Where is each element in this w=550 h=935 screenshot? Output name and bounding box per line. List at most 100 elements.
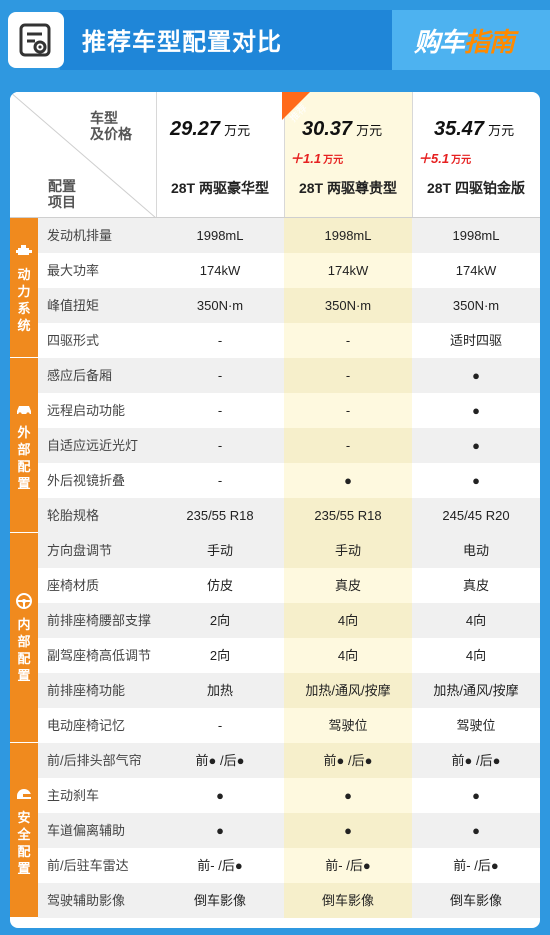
config-value-trim-1: ● [216, 788, 224, 803]
config-item-label: 自适应远近光灯 [38, 428, 156, 463]
comparison-card: 车型 及价格 配置 项目 29.27 万元 28T 两驱豪华型 30.37 万元 ＋1.… [10, 92, 540, 928]
table-row: 前排座椅功能 加热 加热/通风/按摩 加热/通风/按摩 [38, 673, 540, 708]
config-value-trim-3: 适时四驱 [449, 333, 502, 348]
config-value-trim-3: 4向 [465, 648, 487, 663]
config-value-trim-3: ● [472, 473, 480, 488]
section-separator [10, 357, 38, 358]
trim-name: 28T 两驱尊贵型 [298, 180, 397, 196]
config-item-label: 副驾座椅高低调节 [47, 648, 152, 663]
table-row: 前/后驻车雷达 前- /后● 前- /后● 前- /后● [38, 848, 540, 883]
table-row: 最大功率 174kW 174kW 174kW [38, 253, 540, 288]
config-value-trim-1: 350N·m [156, 288, 284, 323]
section-label-2: 外部配置 [10, 358, 38, 532]
car-exterior-icon [15, 400, 33, 418]
config-item-label: 方向盘调节 [38, 533, 156, 568]
section-label-3: 内部配置 [10, 533, 38, 742]
config-item-label: 前排座椅腰部支撑 [38, 603, 156, 638]
table-row: 车道偏离辅助 ● ● ● [38, 813, 540, 848]
section-title: 内部配置 [17, 617, 31, 683]
config-value-trim-2: ● [284, 463, 412, 498]
config-value-trim-2: - [284, 393, 412, 428]
helmet-icon [15, 785, 33, 803]
table-row: 方向盘调节 手动 手动 电动 [38, 533, 540, 568]
config-value-trim-1: 2向 [209, 648, 231, 663]
config-value-trim-1: 235/55 R18 [156, 498, 284, 533]
config-item-label: 车道偏离辅助 [38, 813, 156, 848]
table-row: 感应后备厢 - - ● [38, 358, 540, 393]
config-value-trim-3: ● [412, 813, 540, 848]
table-header: 车型 及价格 配置 项目 29.27 万元 28T 两驱豪华型 30.37 万元 ＋1.… [10, 92, 540, 218]
config-value-trim-3: ● [412, 428, 540, 463]
section-title: 动力系统 [17, 267, 31, 333]
config-value-trim-2: 350N·m [284, 288, 412, 323]
price-difference: ＋1.1 万元 [290, 151, 344, 166]
column-divider [284, 92, 285, 218]
table-row: 四驱形式 - - 适时四驱 [38, 323, 540, 358]
config-item-label: 远程启动功能 [47, 403, 126, 418]
price-difference: ＋5.1 万元 [418, 151, 472, 166]
config-value-trim-1: 前- /后● [197, 858, 243, 873]
trim-price: 35.47 万元 [434, 118, 515, 140]
config-value-trim-1: 加热 [156, 673, 284, 708]
header-separator [10, 217, 540, 218]
config-value-trim-1: - [156, 358, 284, 393]
config-value-trim-2: ● [284, 778, 412, 813]
header-bar: 推荐车型配置对比 购车指南 [0, 0, 550, 82]
config-value-trim-3: ● [472, 403, 480, 418]
section-label-4: 安全配置 [10, 743, 38, 917]
config-value-trim-2: 1998mL [284, 218, 412, 253]
config-value-trim-3: 前- /后● [453, 858, 499, 873]
config-value-trim-3: 350N·m [412, 288, 540, 323]
table-row: 副驾座椅高低调节 2向 4向 4向 [38, 638, 540, 673]
config-item-label: 驾驶辅助影像 [38, 883, 156, 918]
config-item-label: 最大功率 [47, 263, 100, 278]
config-item-label: 电动座椅记忆 [47, 718, 126, 733]
column-divider [156, 92, 157, 218]
config-value-trim-1: - [217, 333, 223, 348]
section-separator [10, 742, 38, 743]
table-row: 发动机排量 1998mL 1998mL 1998mL [38, 218, 540, 253]
trim-name: 28T 四驱铂金版 [426, 180, 525, 196]
config-value-trim-2: 前● /后● [284, 743, 412, 778]
config-value-trim-3: 174kW [455, 263, 497, 278]
config-item-label: 前/后排头部气帘 [38, 743, 156, 778]
trim-name: 28T 两驱豪华型 [170, 180, 269, 196]
config-value-trim-3: 倒车影像 [412, 883, 540, 918]
trim-price: 29.27 万元 [170, 118, 251, 140]
config-value-trim-2: 手动 [284, 533, 412, 568]
table-row: 前排座椅腰部支撑 2向 4向 4向 [38, 603, 540, 638]
table-row: 座椅材质 仿皮 真皮 真皮 [38, 568, 540, 603]
config-value-trim-1: - [217, 403, 223, 418]
table-row: 远程启动功能 - - ● [38, 393, 540, 428]
table-row: 峰值扭矩 350N·m 350N·m 350N·m [38, 288, 540, 323]
config-value-trim-1: 前● /后● [156, 743, 284, 778]
config-value-trim-3: 驾驶位 [456, 718, 496, 733]
column-divider [412, 92, 413, 218]
logo-background [392, 10, 550, 70]
config-value-trim-1: 倒车影像 [156, 883, 284, 918]
config-value-trim-1: - [217, 718, 223, 733]
table-row: 轮胎规格 235/55 R18 235/55 R18 245/45 R20 [38, 498, 540, 533]
corner-bottom-label: 配置 项目 [48, 178, 76, 210]
brand-logo: 购车指南 [414, 27, 515, 57]
config-value-trim-3: ● [472, 788, 480, 803]
config-value-trim-3: 前● /后● [412, 743, 540, 778]
table-row: 驾驶辅助影像 倒车影像 倒车影像 倒车影像 [38, 883, 540, 918]
config-value-trim-1: 174kW [199, 263, 241, 278]
corner-cell: 车型 及价格 配置 项目 [10, 92, 156, 218]
section-title: 外部配置 [17, 424, 31, 491]
config-value-trim-2: 驾驶位 [284, 708, 412, 743]
section-separator [10, 532, 38, 533]
config-value-trim-1: 1998mL [156, 218, 284, 253]
section-title: 安全配置 [17, 809, 31, 876]
config-value-trim-2: 4向 [284, 603, 412, 638]
config-value-trim-1: - [156, 428, 284, 463]
config-item-label: 外后视镜折叠 [47, 473, 126, 488]
trim-column-1: 29.27 万元 28T 两驱豪华型 [156, 92, 284, 218]
config-item-label: 发动机排量 [38, 218, 156, 253]
trim-column-3: 35.47 万元 ＋5.1 万元 28T 四驱铂金版 [412, 92, 540, 218]
config-value-trim-2: - [284, 358, 412, 393]
section-label-1: 动力系统 [10, 218, 38, 357]
config-value-trim-1: 仿皮 [206, 578, 233, 593]
config-value-trim-3: ● [412, 358, 540, 393]
